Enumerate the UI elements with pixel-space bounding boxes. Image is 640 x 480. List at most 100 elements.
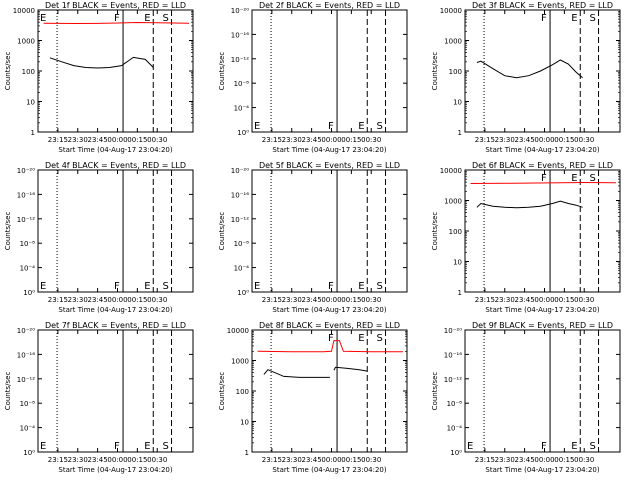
y-tick-label: 10000 bbox=[440, 167, 462, 175]
x-tick-label: 23:15 bbox=[48, 136, 68, 144]
x-tick-label: 00:30 bbox=[574, 136, 594, 144]
y-tick-label: 1 bbox=[458, 289, 462, 297]
data-series bbox=[263, 369, 330, 378]
plot-frame bbox=[251, 329, 408, 453]
detector-panel: Det 2f BLACK = Events, RED = LLD 10⁰ 10⁻⁴ 1… bbox=[218, 1, 408, 154]
detector-panel: Det 4f BLACK = Events, RED = LLD 10⁰ 10⁻⁴ 1… bbox=[4, 161, 194, 314]
x-tick-label: 00:30 bbox=[574, 296, 594, 304]
plot-frame bbox=[37, 9, 194, 133]
marker-label: F bbox=[541, 441, 547, 452]
panel-title: Det 8f BLACK = Events, RED = LLD bbox=[259, 321, 400, 330]
marker-label: E bbox=[467, 441, 473, 452]
panel-title: Det 9f BLACK = Events, RED = LLD bbox=[472, 321, 613, 330]
x-tick-label: 23:15 bbox=[475, 136, 495, 144]
x-tick-label: 00:15 bbox=[554, 296, 574, 304]
panel-title: Det 3f BLACK = Events, RED = LLD bbox=[472, 1, 613, 10]
y-tick-label: 10000 bbox=[13, 7, 35, 15]
data-series bbox=[257, 340, 403, 353]
data-series bbox=[476, 200, 583, 209]
marker-label: E bbox=[358, 121, 364, 132]
y-tick-label: 10000 bbox=[227, 327, 249, 335]
x-tick-label: 00:15 bbox=[127, 456, 147, 464]
y-tick-label: 10⁻¹⁶ bbox=[444, 351, 462, 359]
x-tick-label: 00:00 bbox=[107, 296, 127, 304]
x-tick-label: 23:15 bbox=[475, 456, 495, 464]
detector-panel: Det 1f BLACK = Events, RED = LLD 1 10 100 10… bbox=[4, 1, 194, 154]
x-tick-label: 23:15 bbox=[262, 456, 282, 464]
data-series bbox=[470, 181, 617, 184]
x-tick-label: 00:15 bbox=[127, 136, 147, 144]
detector-panel: Det 3f BLACK = Events, RED = LLD 1 10 100 10… bbox=[431, 1, 621, 154]
marker-label: E bbox=[254, 281, 260, 292]
y-tick-label: 10⁻¹⁶ bbox=[231, 191, 249, 199]
y-tick-label: 10⁻¹² bbox=[444, 376, 462, 384]
y-tick-label: 10 bbox=[453, 259, 462, 267]
marker-label: F bbox=[114, 13, 120, 24]
y-axis-label: Counts/sec bbox=[4, 212, 12, 251]
y-tick-label: 10 bbox=[26, 99, 35, 107]
x-tick-label: 00:30 bbox=[574, 456, 594, 464]
y-tick-label: 10⁻²⁰ bbox=[17, 327, 35, 335]
plot-frame bbox=[464, 329, 621, 453]
data-series bbox=[49, 56, 154, 69]
y-tick-label: 100 bbox=[449, 68, 462, 76]
y-tick-label: 10⁰ bbox=[237, 129, 249, 137]
marker-label: E bbox=[144, 281, 150, 292]
x-tick-label: 00:00 bbox=[534, 136, 554, 144]
marker-label: S bbox=[163, 281, 169, 292]
y-axis-label: Counts/sec bbox=[218, 52, 226, 91]
y-tick-label: 100 bbox=[449, 228, 462, 236]
panel-title: Det 7f BLACK = Events, RED = LLD bbox=[45, 321, 186, 330]
x-tick-label: 23:45 bbox=[515, 296, 535, 304]
y-tick-label: 10⁻¹⁶ bbox=[231, 31, 249, 39]
x-tick-label: 23:45 bbox=[88, 136, 108, 144]
y-tick-label: 10⁻¹² bbox=[231, 56, 249, 64]
marker-label: S bbox=[377, 333, 383, 344]
marker-label: E bbox=[571, 13, 577, 24]
x-tick-label: 00:00 bbox=[321, 296, 341, 304]
x-tick-label: 00:30 bbox=[361, 296, 381, 304]
y-tick-label: 100 bbox=[22, 68, 35, 76]
x-tick-label: 23:15 bbox=[262, 296, 282, 304]
y-tick-label: 1000 bbox=[444, 38, 462, 46]
x-tick-label: 23:30 bbox=[282, 296, 302, 304]
data-series bbox=[476, 59, 583, 79]
y-tick-label: 100 bbox=[236, 388, 249, 396]
y-tick-label: 10⁰ bbox=[23, 449, 35, 457]
y-tick-label: 10⁻¹⁶ bbox=[17, 191, 35, 199]
marker-label: E bbox=[571, 441, 577, 452]
y-tick-label: 10⁻⁴ bbox=[234, 105, 250, 113]
y-tick-label: 1 bbox=[458, 129, 462, 137]
plot-frame bbox=[464, 9, 621, 133]
y-tick-label: 10⁻⁴ bbox=[20, 425, 36, 433]
y-axis-label: Counts/sec bbox=[4, 372, 12, 411]
x-tick-label: 00:15 bbox=[341, 456, 361, 464]
plot-frame bbox=[37, 329, 194, 453]
plot-frame bbox=[251, 9, 408, 133]
y-tick-label: 10⁰ bbox=[237, 289, 249, 297]
marker-label: E bbox=[144, 441, 150, 452]
x-tick-label: 00:00 bbox=[534, 296, 554, 304]
x-tick-label: 00:00 bbox=[107, 136, 127, 144]
marker-label: S bbox=[590, 173, 596, 184]
x-tick-label: 23:45 bbox=[88, 296, 108, 304]
marker-label: F bbox=[328, 121, 334, 132]
x-axis-label: Start Time (04-Aug-17 23:04:20) bbox=[58, 146, 172, 154]
detector-panel: Det 9f BLACK = Events, RED = LLD 10⁰ 10⁻⁴ 1… bbox=[431, 321, 621, 474]
y-axis-label: Counts/sec bbox=[4, 52, 12, 91]
x-tick-label: 00:00 bbox=[321, 136, 341, 144]
y-axis-label: Counts/sec bbox=[218, 212, 226, 251]
x-axis-label: Start Time (04-Aug-17 23:04:20) bbox=[58, 306, 172, 314]
x-axis-label: Start Time (04-Aug-17 23:04:20) bbox=[272, 306, 386, 314]
x-tick-label: 00:00 bbox=[321, 456, 341, 464]
y-tick-label: 10⁻⁸ bbox=[20, 240, 36, 248]
y-tick-label: 1000 bbox=[444, 198, 462, 206]
marker-label: E bbox=[40, 13, 46, 24]
x-tick-label: 23:30 bbox=[68, 296, 88, 304]
x-tick-label: 23:30 bbox=[495, 296, 515, 304]
x-tick-label: 23:45 bbox=[302, 296, 322, 304]
x-axis-label: Start Time (04-Aug-17 23:04:20) bbox=[485, 466, 599, 474]
y-axis-label: Counts/sec bbox=[218, 372, 226, 411]
x-tick-label: 00:30 bbox=[147, 456, 167, 464]
panel-title: Det 1f BLACK = Events, RED = LLD bbox=[45, 1, 186, 10]
